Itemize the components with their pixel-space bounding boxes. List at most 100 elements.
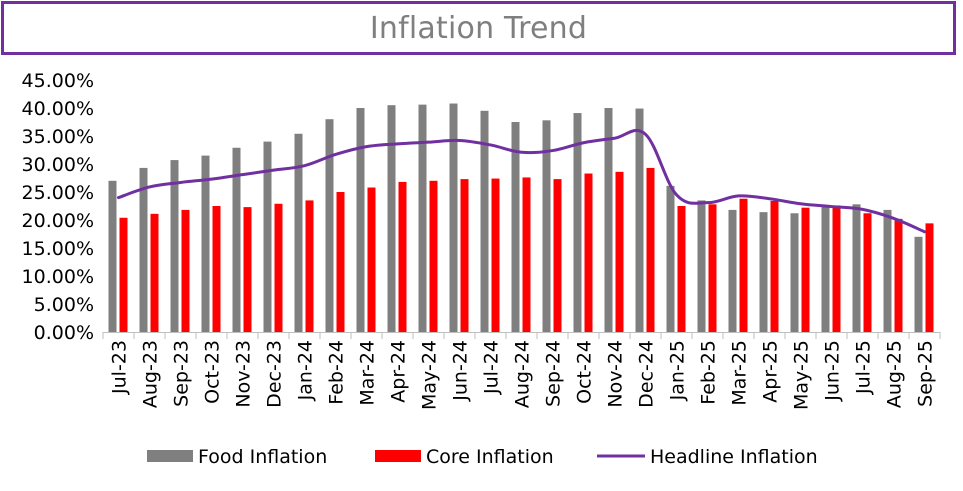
core-inflation-bar xyxy=(181,209,190,332)
x-tick-label: Jul-24 xyxy=(481,340,503,395)
bars-layer xyxy=(108,103,934,333)
y-tick-label: 45.00% xyxy=(22,70,94,92)
food-inflation-bar xyxy=(232,147,241,332)
food-inflation-bar xyxy=(573,113,582,332)
food-inflation-bar xyxy=(728,209,737,332)
core-inflation-bar xyxy=(305,200,314,332)
x-tick-label: Jun-24 xyxy=(450,340,472,402)
x-tick-label: Nov-23 xyxy=(233,340,255,408)
x-tick-label: Apr-24 xyxy=(388,340,410,403)
headline-inflation-line xyxy=(117,128,926,234)
y-tick-label: 15.00% xyxy=(22,238,94,260)
x-tick-label: Nov-24 xyxy=(605,340,627,408)
chart-title-box: Inflation Trend xyxy=(1,1,956,55)
x-tick-label: Mar-25 xyxy=(729,340,751,406)
core-inflation-bar xyxy=(770,200,779,332)
core-inflation-bar xyxy=(863,213,872,332)
x-tick-label: May-24 xyxy=(419,340,441,410)
food-inflation-bar xyxy=(883,209,892,332)
food-inflation-bar xyxy=(480,110,489,332)
x-tick-label: Apr-25 xyxy=(760,340,782,403)
food-inflation-bar xyxy=(170,160,179,332)
food-inflation-bar xyxy=(511,122,520,332)
core-inflation-bar xyxy=(150,213,159,332)
x-tick-label: Sep-24 xyxy=(543,340,565,407)
x-tick-label: Dec-23 xyxy=(264,340,286,408)
core-inflation-bar xyxy=(739,198,748,332)
food-inflation-bar xyxy=(914,236,923,332)
x-axis: Jul-23 Aug-23 Sep-23 Oct-23 Nov-23 Dec-23 Jan-… xyxy=(102,332,941,410)
food-inflation-bar xyxy=(263,141,272,332)
food-inflation-bar xyxy=(449,103,458,333)
core-inflation-bar xyxy=(460,179,469,332)
legend-headline-inflation-label: Headline Inflation xyxy=(650,446,818,468)
x-tick-label: Oct-23 xyxy=(202,340,224,404)
food-inflation-bar xyxy=(604,108,613,332)
core-inflation-bar xyxy=(832,205,841,332)
core-inflation-bar xyxy=(708,204,717,332)
food-inflation-bar xyxy=(356,108,365,332)
legend-core-inflation-label: Core Inflation xyxy=(426,446,554,468)
x-tick-label: Aug-25 xyxy=(884,340,906,408)
food-inflation-bar xyxy=(108,180,117,332)
core-inflation-bar xyxy=(801,207,810,332)
x-tick-label: Sep-25 xyxy=(915,340,937,407)
food-inflation-bar xyxy=(201,155,210,332)
food-inflation-bar xyxy=(139,167,148,332)
y-tick-label: 0.00% xyxy=(34,322,94,344)
legend-food-inflation-swatch xyxy=(147,450,193,462)
core-inflation-bar xyxy=(429,180,438,332)
x-tick-label: Dec-24 xyxy=(636,340,658,408)
x-tick-label: Feb-24 xyxy=(326,340,348,405)
food-inflation-bar xyxy=(418,104,427,332)
x-tick-label: Jun-25 xyxy=(822,340,844,402)
x-tick-label: Sep-23 xyxy=(171,340,193,407)
core-inflation-bar xyxy=(491,178,500,332)
food-inflation-bar xyxy=(697,200,706,332)
core-inflation-bar xyxy=(274,203,283,332)
y-tick-label: 10.00% xyxy=(22,266,94,288)
x-tick-label: May-25 xyxy=(791,340,813,410)
food-inflation-bar xyxy=(821,206,830,332)
x-tick-label: Jan-25 xyxy=(667,340,689,401)
core-inflation-bar xyxy=(119,217,128,332)
core-inflation-bar xyxy=(925,223,934,332)
legend-food-inflation-label: Food Inflation xyxy=(198,446,327,468)
food-inflation-bar xyxy=(387,105,396,332)
core-inflation-bar xyxy=(367,187,376,332)
chart-title: Inflation Trend xyxy=(369,10,588,46)
core-inflation-bar xyxy=(894,218,903,332)
core-inflation-bar xyxy=(646,167,655,332)
x-tick-label: Jan-24 xyxy=(295,340,317,401)
core-inflation-bar xyxy=(336,192,345,332)
y-axis: 0.00% 5.00% 10.00% 15.00% 20.00% 25.00% 30.00%… xyxy=(22,70,94,344)
legend: Food Inflation Core Inflation Headline Inf… xyxy=(147,446,818,468)
y-tick-label: 5.00% xyxy=(34,294,94,316)
core-inflation-bar xyxy=(398,181,407,332)
x-tick-label: Jul-25 xyxy=(853,340,875,395)
food-inflation-bar xyxy=(852,204,861,332)
y-tick-label: 25.00% xyxy=(22,182,94,204)
x-tick-label: Aug-24 xyxy=(512,340,534,408)
y-tick-label: 40.00% xyxy=(22,98,94,120)
food-inflation-bar xyxy=(666,185,675,332)
y-tick-label: 35.00% xyxy=(22,126,94,148)
food-inflation-bar xyxy=(790,213,799,332)
x-tick-label: Oct-24 xyxy=(574,340,596,404)
y-tick-label: 30.00% xyxy=(22,154,94,176)
x-tick-label: Feb-25 xyxy=(698,340,720,405)
food-inflation-bar xyxy=(635,108,644,332)
food-inflation-bar xyxy=(759,212,768,332)
food-inflation-bar xyxy=(294,133,303,332)
core-inflation-bar xyxy=(677,206,686,332)
food-inflation-bar xyxy=(542,120,551,332)
core-inflation-bar xyxy=(615,171,624,332)
x-tick-label: Mar-24 xyxy=(357,340,379,406)
core-inflation-bar xyxy=(243,207,252,332)
core-inflation-bar xyxy=(584,173,593,332)
core-inflation-bar xyxy=(212,206,221,332)
y-tick-label: 20.00% xyxy=(22,210,94,232)
x-tick-label: Aug-23 xyxy=(140,340,162,408)
core-inflation-bar xyxy=(522,177,531,332)
